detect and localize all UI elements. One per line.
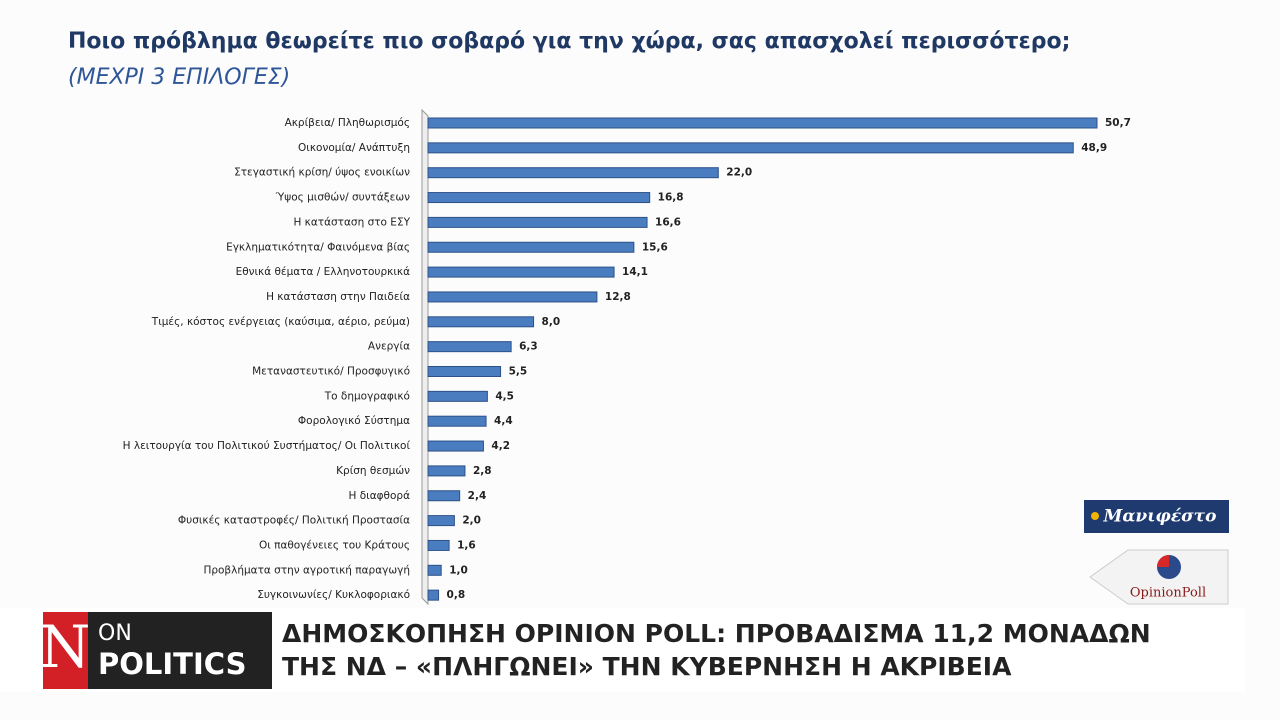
bar — [427, 167, 719, 179]
value-label: 2,8 — [473, 465, 492, 477]
category-label: Η κατάσταση στο ΕΣΥ — [293, 216, 410, 228]
manifesto-text: Μανιφέστο — [1103, 507, 1217, 527]
opinion-logo — [1089, 549, 1229, 605]
category-label: Οι παθογένειες του Κράτους — [259, 539, 410, 551]
value-label: 50,7 — [1105, 117, 1131, 129]
manifesto-logo — [1084, 500, 1229, 533]
value-label: 4,4 — [494, 415, 513, 427]
bar — [427, 589, 440, 601]
value-label: 1,6 — [457, 539, 476, 551]
opinion-text: OpinionPoll — [1130, 586, 1206, 601]
headline-line: ΔΗΜΟΣΚΟΠΗΣΗ OPINION POLL: ΠΡΟΒΑΔΙΣΜΑ 11,… — [282, 619, 1151, 648]
value-label: 16,6 — [655, 216, 681, 228]
bars: Ακρίβεια/ Πληθωρισμός 50,7 Οικονομία/ Ανάπ… — [123, 117, 1131, 601]
bar — [427, 515, 455, 527]
category-label: Ανεργία — [368, 341, 410, 353]
bar — [427, 465, 466, 477]
bar — [427, 142, 1074, 154]
value-label: 22,0 — [726, 167, 752, 179]
value-label: 12,8 — [605, 291, 631, 303]
category-label: Φορολογικό Σύστημα — [298, 415, 410, 427]
category-label: Κρίση θεσμών — [336, 465, 410, 477]
value-label: 1,0 — [449, 564, 468, 576]
category-label: Συγκοινωνίες/ Κυκλοφοριακό — [257, 589, 410, 601]
bar — [427, 192, 651, 204]
value-label: 5,5 — [509, 366, 528, 378]
value-label: 48,9 — [1081, 142, 1107, 154]
value-label: 2,4 — [468, 490, 487, 502]
category-label: Η κατάσταση στην Παιδεία — [266, 291, 410, 303]
category-label: Μεταναστευτικό/ Προσφυγικό — [252, 366, 410, 378]
value-label: 4,2 — [491, 440, 510, 452]
value-label: 16,8 — [658, 192, 684, 204]
channel-politics: POLITICS — [98, 647, 246, 681]
bar — [427, 291, 598, 303]
category-label: Ακρίβεια/ Πληθωρισμός — [285, 117, 410, 129]
bar — [427, 564, 442, 576]
category-label: Εγκληματικότητα/ Φαινόμενα βίας — [226, 241, 410, 253]
category-label: Οικονομία/ Ανάπτυξη — [298, 142, 410, 154]
category-label: Ύψος μισθών/ συντάξεων — [275, 192, 411, 204]
chart-subtitle: (ΜΕΧΡΙ 3 ΕΠΙΛΟΓΕΣ) — [68, 65, 290, 90]
bar — [427, 266, 615, 278]
value-label: 4,5 — [495, 390, 514, 402]
logo-dot — [1091, 512, 1099, 520]
category-label: Στεγαστική κρίση/ ύψος ενοικίων — [234, 167, 410, 179]
bar — [427, 241, 635, 253]
chart-title: Ποιο πρόβλημα θεωρείτε πιο σοβαρό για τη… — [68, 29, 1070, 54]
value-label: 14,1 — [622, 266, 648, 278]
bar — [427, 341, 512, 353]
bar — [427, 440, 484, 452]
category-label: Προβλήματα στην αγροτική παραγωγή — [203, 564, 410, 576]
value-label: 8,0 — [542, 316, 561, 328]
category-label: Η λειτουργία του Πολιτικού Συστήματος/ Ο… — [123, 440, 411, 452]
category-label: Το δημογραφικό — [324, 390, 410, 402]
axis-wall — [421, 108, 429, 606]
bar — [427, 117, 1098, 129]
bar — [427, 366, 502, 377]
category-label: Εθνικά θέματα / Ελληνοτουρκικά — [236, 266, 411, 278]
channel-box — [88, 612, 272, 689]
bar — [427, 216, 648, 228]
category-label: Τιμές, κόστος ενέργειας (καύσιμα, αέριο,… — [151, 316, 410, 328]
headline-line: ΤΗΣ ΝΔ – «ΠΛΗΓΩΝΕΙ» ΤΗΝ ΚΥΒΕΡΝΗΣΗ Η ΑΚΡΙ… — [282, 652, 1012, 681]
category-label: Η διαφθορά — [349, 490, 411, 502]
channel-n: N — [40, 613, 91, 681]
category-label: Φυσικές καταστροφές/ Πολιτική Προστασία — [178, 515, 410, 527]
bar — [427, 390, 488, 402]
value-label: 2,0 — [462, 515, 481, 527]
bar — [427, 316, 535, 328]
bar — [427, 539, 450, 551]
value-label: 15,6 — [642, 241, 668, 253]
bar — [427, 490, 461, 502]
opinion-slice — [1157, 555, 1169, 567]
channel-n-box — [43, 612, 88, 689]
bar — [427, 415, 487, 427]
value-label: 0,8 — [447, 589, 466, 601]
value-label: 6,3 — [519, 341, 538, 353]
channel-on: ON — [98, 621, 132, 646]
